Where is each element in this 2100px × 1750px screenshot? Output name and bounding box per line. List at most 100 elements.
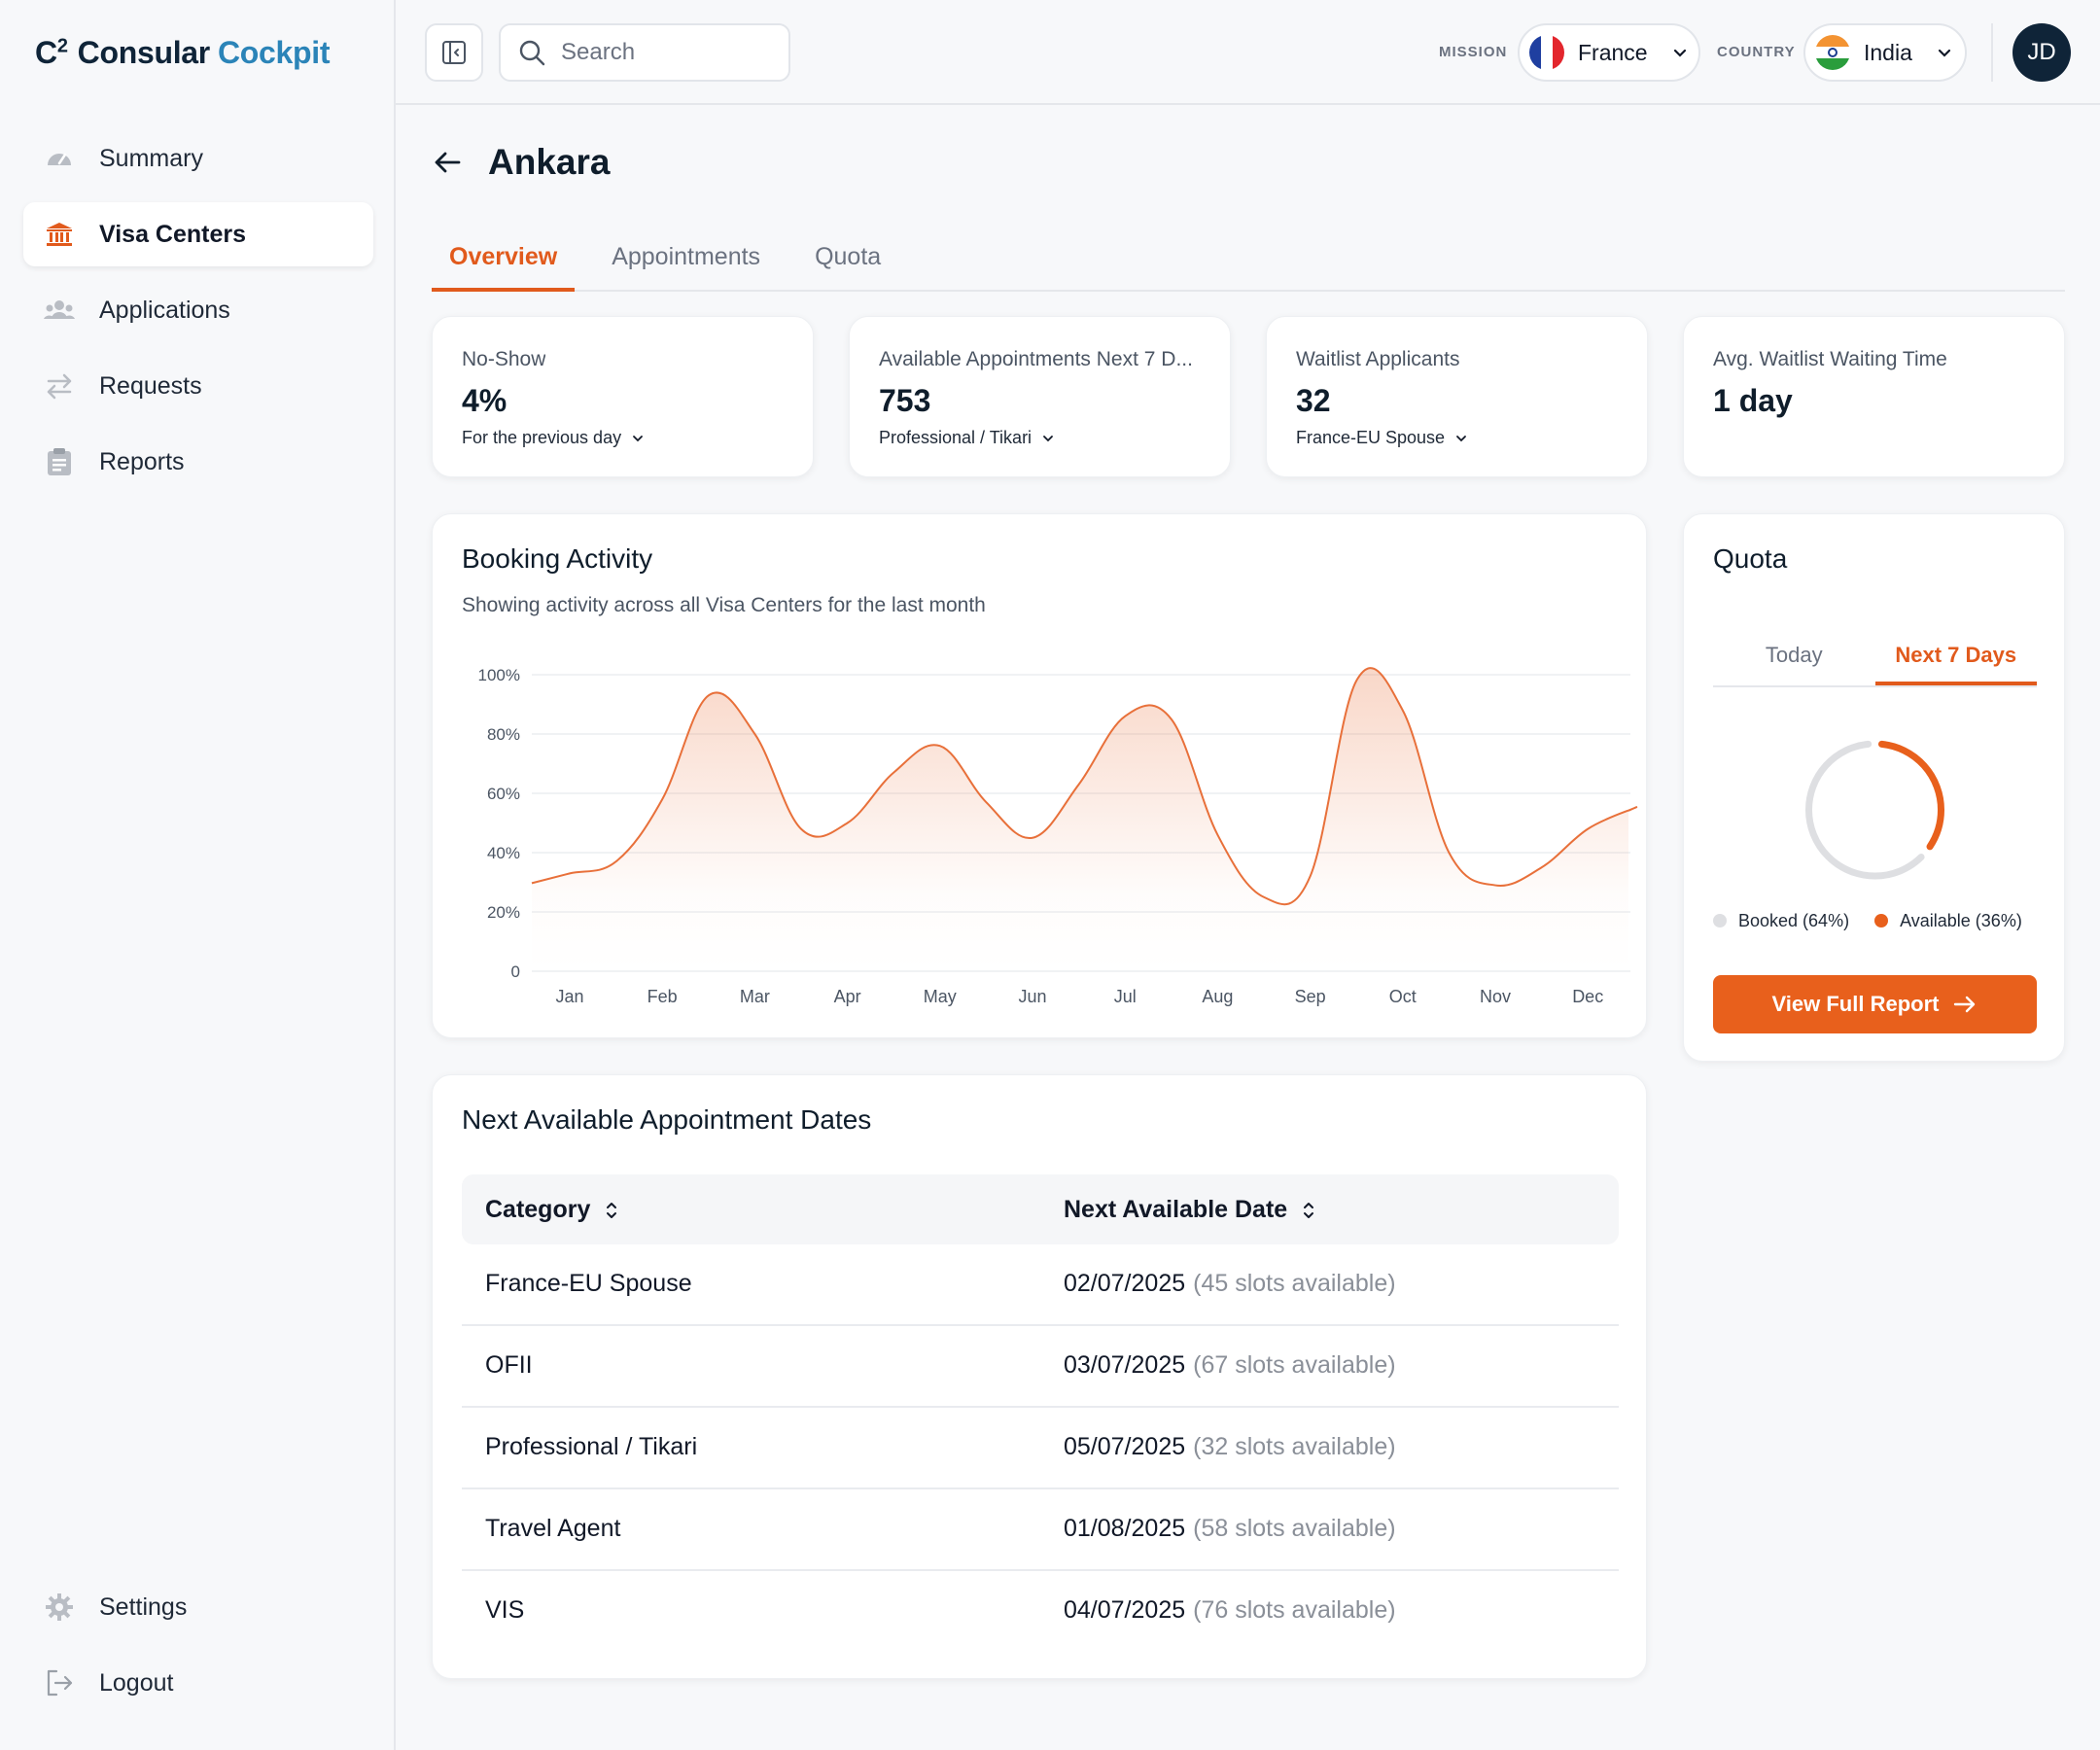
button-label: View Full Report [1771, 992, 1940, 1016]
cell-category: VIS [485, 1596, 525, 1624]
x-tick-label: Aug [1202, 987, 1233, 1006]
quota-legend: Booked (64%) Available (36%) [1713, 911, 2044, 931]
x-tick-label: May [924, 987, 957, 1006]
table-row[interactable]: France-EU Spouse 02/07/2025 (45 slots avai… [462, 1244, 1619, 1326]
clipboard-icon [43, 445, 76, 478]
sidebar-item-visa-centers[interactable]: Visa Centers [23, 202, 373, 266]
slots-available: (76 slots available) [1193, 1596, 1396, 1624]
users-icon [43, 294, 76, 327]
sort-icon [1304, 1202, 1314, 1218]
view-full-report-button[interactable]: View Full Report [1713, 975, 2037, 1033]
cell-category: France-EU Spouse [485, 1270, 692, 1297]
quota-tab-today[interactable]: Today [1765, 643, 1823, 667]
x-tick-label: Apr [834, 987, 861, 1006]
sidebar-nav: Summary Visa Centers Applications Reques… [23, 126, 373, 506]
bank-icon [43, 218, 76, 251]
x-tick-label: Sep [1295, 987, 1326, 1006]
legend-booked: Booked (64%) [1713, 911, 1849, 931]
x-tick-label: Jul [1114, 987, 1137, 1006]
cell-category: Professional / Tikari [485, 1433, 698, 1460]
search-input[interactable] [561, 39, 755, 66]
sidebar-item-settings[interactable]: Settings [23, 1575, 373, 1639]
page-tabs: Overview Appointments Quota [432, 233, 2065, 292]
swap-arrows-icon [43, 369, 76, 402]
sidebar-item-logout[interactable]: Logout [23, 1651, 373, 1715]
back-arrow-icon[interactable] [432, 147, 463, 178]
sidebar: C2 Consular Cockpit Summary Visa Centers … [0, 0, 396, 1750]
x-tick-label: Jan [555, 987, 583, 1006]
sort-icon [607, 1202, 617, 1218]
y-tick-label: 60% [487, 785, 520, 803]
x-tick-label: Oct [1389, 987, 1417, 1006]
india-flag-icon [1815, 35, 1850, 70]
stat-filter-label: France-EU Spouse [1296, 428, 1446, 447]
stat-filter-dropdown[interactable]: Professional / Tikari [879, 428, 1055, 448]
search-box[interactable] [499, 23, 790, 82]
sidebar-toggle-button[interactable] [425, 23, 483, 82]
stat-label: Waitlist Applicants [1296, 348, 1460, 370]
stat-label: Available Appointments Next 7 D... [879, 348, 1193, 370]
date-value: 04/07/2025 [1064, 1596, 1186, 1624]
sidebar-item-label: Summary [99, 144, 203, 172]
quota-tab-next-7-days[interactable]: Next 7 Days [1874, 612, 2037, 685]
quota-donut-chart [1805, 740, 1944, 880]
column-header-category[interactable]: Category [485, 1196, 619, 1224]
tab-appointments[interactable]: Appointments [612, 243, 761, 270]
quota-card: Quota Today Next 7 Days Booked (64%) Ava… [1683, 513, 2065, 1062]
series-line [531, 667, 1638, 906]
donut-booked-arc [1805, 740, 1944, 880]
gauge-icon [43, 142, 76, 175]
date-value: 03/07/2025 [1064, 1351, 1186, 1379]
sidebar-item-applications[interactable]: Applications [23, 278, 373, 342]
date-value: 05/07/2025 [1064, 1433, 1186, 1460]
table-row[interactable]: OFII 03/07/2025 (67 slots available) [462, 1326, 1619, 1408]
legend-available-dot [1874, 914, 1889, 928]
avatar[interactable]: JD [2012, 23, 2071, 82]
tab-quota[interactable]: Quota [815, 243, 882, 270]
stat-label: No-Show [462, 348, 546, 370]
cell-category: Travel Agent [485, 1515, 621, 1542]
table-row[interactable]: Professional / Tikari 05/07/2025 (32 slots… [462, 1408, 1619, 1489]
table-row[interactable]: VIS 04/07/2025 (76 slots available) [462, 1571, 1619, 1653]
chevron-down-icon [1673, 49, 1686, 57]
x-tick-label: Nov [1480, 987, 1511, 1006]
mission-value: France [1578, 39, 1648, 65]
stat-filter-dropdown[interactable]: France-EU Spouse [1296, 428, 1468, 448]
app-logo[interactable]: C2 Consular Cockpit [35, 35, 331, 70]
stat-filter-label: Professional / Tikari [879, 428, 1032, 447]
country-label: COUNTRY [1717, 44, 1796, 60]
sidebar-bottom-nav: Settings Logout [23, 1575, 373, 1727]
cell-next-date: 03/07/2025 (67 slots available) [1064, 1351, 1396, 1380]
sidebar-item-label: Visa Centers [99, 220, 247, 248]
cell-next-date: 05/07/2025 (32 slots available) [1064, 1433, 1396, 1461]
sidebar-item-requests[interactable]: Requests [23, 354, 373, 418]
table-row[interactable]: Travel Agent 01/08/2025 (58 slots availabl… [462, 1489, 1619, 1571]
stat-label: Avg. Waitlist Waiting Time [1713, 348, 1947, 370]
column-header-next-available-date[interactable]: Next Available Date [1064, 1196, 1316, 1224]
chart-subtitle: Showing activity across all Visa Centers… [462, 594, 986, 616]
cell-next-date: 01/08/2025 (58 slots available) [1064, 1515, 1396, 1543]
sidebar-item-label: Logout [99, 1668, 174, 1697]
cell-next-date: 04/07/2025 (76 slots available) [1064, 1596, 1396, 1625]
stat-card-avg-waiting-time: Avg. Waitlist Waiting Time 1 day [1683, 316, 2065, 477]
topbar-divider [1991, 23, 1993, 82]
stat-card-no-show: No-Show 4% For the previous day [432, 316, 814, 477]
x-tick-label: Dec [1572, 987, 1603, 1006]
topbar: MISSION France COUNTRY India JD [396, 0, 2100, 105]
sidebar-item-reports[interactable]: Reports [23, 430, 373, 494]
stat-filter-label: For the previous day [462, 428, 622, 447]
slots-available: (67 slots available) [1193, 1351, 1396, 1379]
country-select[interactable]: India [1803, 23, 1967, 82]
page-title: Ankara [488, 142, 611, 182]
mission-select[interactable]: France [1518, 23, 1700, 82]
tab-overview[interactable]: Overview [432, 233, 576, 292]
table-title: Next Available Appointment Dates [462, 1104, 872, 1135]
stat-filter-dropdown[interactable]: For the previous day [462, 428, 645, 448]
slots-available: (32 slots available) [1193, 1433, 1396, 1460]
chart-title: Booking Activity [462, 543, 653, 574]
stat-card-waitlist-applicants: Waitlist Applicants 32 France-EU Spouse [1266, 316, 1648, 477]
sidebar-item-summary[interactable]: Summary [23, 126, 373, 191]
quota-title: Quota [1713, 543, 1788, 574]
stat-value: 32 [1296, 383, 1331, 418]
search-icon [519, 40, 545, 66]
